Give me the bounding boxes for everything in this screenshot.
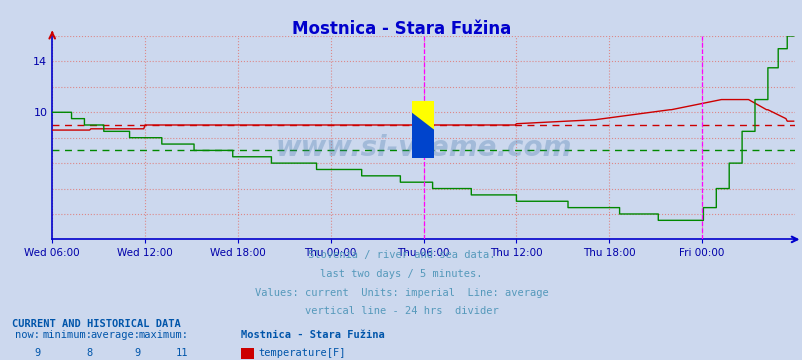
Text: temperature[F]: temperature[F] <box>258 348 346 358</box>
Text: www.si-vreme.com: www.si-vreme.com <box>275 134 571 162</box>
Text: last two days / 5 minutes.: last two days / 5 minutes. <box>320 269 482 279</box>
Text: minimum:: minimum: <box>43 330 92 341</box>
Text: Values: current  Units: imperial  Line: average: Values: current Units: imperial Line: av… <box>254 288 548 298</box>
Text: Mostnica - Stara Fužina: Mostnica - Stara Fužina <box>291 20 511 38</box>
Text: vertical line - 24 hrs  divider: vertical line - 24 hrs divider <box>304 306 498 316</box>
Text: 9: 9 <box>134 348 140 358</box>
Text: 11: 11 <box>176 348 188 358</box>
Text: Mostnica - Stara Fužina: Mostnica - Stara Fužina <box>241 330 384 341</box>
Text: now:: now: <box>15 330 40 341</box>
Text: 9: 9 <box>34 348 40 358</box>
Text: Slovenia / river and sea data.: Slovenia / river and sea data. <box>307 250 495 260</box>
Polygon shape <box>411 101 434 158</box>
Text: maximum:: maximum: <box>139 330 188 341</box>
Text: average:: average: <box>91 330 140 341</box>
Text: CURRENT AND HISTORICAL DATA: CURRENT AND HISTORICAL DATA <box>12 319 180 329</box>
Text: 8: 8 <box>86 348 92 358</box>
Polygon shape <box>411 112 434 158</box>
